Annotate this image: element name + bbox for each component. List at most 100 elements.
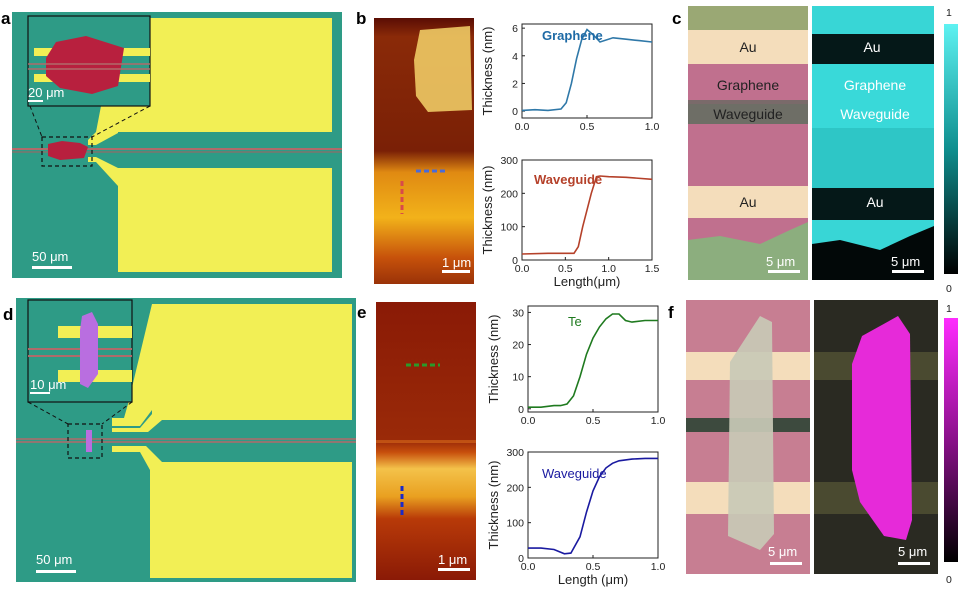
y-tick-label: 0 bbox=[512, 106, 518, 118]
panel-c-left-au-bottom bbox=[688, 186, 808, 218]
panel-d-scale-label: 50 μm bbox=[36, 552, 72, 567]
panel-f-te-flake bbox=[728, 316, 774, 550]
plot-e1: 0.0 0.5 1.0 0 10 20 30 Te Thickness (nm) bbox=[486, 305, 666, 427]
panel-f-left-scale-label: 5 μm bbox=[768, 544, 797, 559]
panel-c-left-au-bottom-label: Au bbox=[739, 194, 756, 210]
y-tick-label: 20 bbox=[512, 340, 524, 352]
y-axis-label: Thickness (nm) bbox=[486, 461, 501, 550]
panel-a-zoom-box bbox=[41, 136, 93, 167]
panel-e-scale-label: 1 μm bbox=[438, 552, 467, 567]
panel-d-te-flake bbox=[86, 430, 92, 452]
series-label: Waveguide bbox=[534, 172, 602, 187]
panel-c-left-graphene-label: Graphene bbox=[717, 77, 779, 93]
x-tick-label: 0.5 bbox=[558, 263, 573, 275]
panel-c-colorbar-max: 1 bbox=[946, 7, 952, 19]
series-line bbox=[521, 28, 653, 112]
panel-c-colorbar-min: 0 bbox=[946, 283, 952, 295]
panel-a-zoom-line-2 bbox=[91, 105, 151, 138]
panel-f-colorbar-max: 1 bbox=[946, 303, 952, 315]
panel-b-graphene-region bbox=[414, 26, 472, 112]
panel-a-label: a bbox=[1, 9, 11, 28]
x-tick-label: 1.0 bbox=[651, 561, 666, 573]
panel-a-graphene-flake bbox=[48, 141, 88, 160]
panel-a-inset-flake bbox=[46, 36, 124, 94]
plot-b1: 0.0 0.5 1.0 0 2 4 6 Graphene Thickness (nm) bbox=[480, 23, 659, 133]
y-tick-label: 0 bbox=[518, 553, 524, 565]
y-axis-label: Thickness (nm) bbox=[486, 315, 501, 404]
series-line bbox=[528, 313, 658, 409]
plot-b2: 0.0 0.5 1.0 1.5 0 100 200 300 Waveguide Thickness… bbox=[480, 155, 659, 289]
y-tick-label: 2 bbox=[512, 78, 518, 90]
y-tick-label: 0 bbox=[512, 255, 518, 267]
panel-c-right-waveguide-label: Waveguide bbox=[840, 106, 910, 122]
panel-b-scale-label: 1 μm bbox=[442, 255, 471, 270]
panel-f-right-scale-label: 5 μm bbox=[898, 544, 927, 559]
panel-d-inset: 10 μm bbox=[27, 299, 133, 403]
y-tick-label: 200 bbox=[506, 482, 524, 494]
panel-a-inset-scale-label: 20 μm bbox=[28, 85, 64, 100]
series-line bbox=[521, 175, 653, 255]
panel-e-label: e bbox=[357, 303, 366, 322]
x-tick-label: 0.0 bbox=[521, 415, 536, 427]
panel-a-lower-electrode bbox=[88, 157, 332, 272]
panel-c-right-au-top-label: Au bbox=[863, 39, 880, 55]
panel-c-left-au-top-label: Au bbox=[739, 39, 756, 55]
panel-c-left-scale-label: 5 μm bbox=[766, 254, 795, 269]
x-tick-label: 0.0 bbox=[521, 561, 536, 573]
x-tick-label: 1.5 bbox=[645, 263, 660, 275]
panel-a: 20 μm 50 μm a bbox=[1, 9, 342, 278]
panel-b: 1 μm b bbox=[356, 9, 474, 284]
panel-c-left-waveguide-label: Waveguide bbox=[713, 106, 783, 122]
panel-d-lower-electrode bbox=[112, 446, 352, 578]
panel-b-label: b bbox=[356, 9, 366, 28]
panel-d-label: d bbox=[3, 305, 13, 324]
x-axis-label: Length(μm) bbox=[554, 274, 621, 289]
y-tick-label: 300 bbox=[506, 447, 524, 459]
panel-c-map-au-top bbox=[812, 34, 934, 64]
x-tick-label: 1.0 bbox=[645, 121, 660, 133]
panel-d-scale-bar bbox=[36, 570, 76, 573]
panel-f: 5 μm 5 μm 1 0 f bbox=[668, 300, 958, 586]
y-tick-label: 200 bbox=[500, 188, 518, 200]
plot-frame bbox=[521, 159, 653, 261]
panel-e-scale-bar bbox=[438, 568, 470, 571]
panel-f-te-map bbox=[852, 316, 912, 540]
x-axis-label: Length (μm) bbox=[558, 572, 628, 587]
panel-f-label: f bbox=[668, 303, 674, 322]
panel-c-right-au-bottom-label: Au bbox=[866, 194, 883, 210]
panel-a-zoom-line-1 bbox=[29, 105, 43, 138]
panel-e: 1 μm e bbox=[357, 302, 476, 580]
y-tick-label: 6 bbox=[512, 23, 518, 35]
x-tick-label: 0.0 bbox=[515, 121, 530, 133]
panel-c-left-au-top bbox=[688, 30, 808, 64]
panel-f-colorbar bbox=[944, 318, 958, 562]
panel-c-right-graphene-label: Graphene bbox=[844, 77, 906, 93]
x-tick-label: 0.5 bbox=[586, 415, 601, 427]
y-tick-label: 4 bbox=[512, 51, 518, 63]
y-tick-label: 0 bbox=[518, 404, 524, 416]
panel-c-label: c bbox=[672, 9, 681, 28]
series-label: Te bbox=[568, 314, 582, 329]
series-line bbox=[528, 457, 658, 555]
plot-e2: 0.0 0.5 1.0 0 100 200 300 Waveguide Thickness (n… bbox=[486, 447, 665, 587]
y-tick-label: 300 bbox=[500, 155, 518, 167]
panel-f-colorbar-min: 0 bbox=[946, 574, 952, 586]
panel-d-upper-electrode bbox=[112, 304, 352, 432]
panel-c-colorbar bbox=[944, 24, 958, 274]
panel-d: 10 μm 50 μm d bbox=[3, 298, 356, 582]
panel-c-left-waveguide bbox=[688, 104, 808, 124]
y-tick-label: 100 bbox=[506, 518, 524, 530]
panel-a-scale-label: 50 μm bbox=[32, 249, 68, 264]
x-tick-label: 1.0 bbox=[651, 415, 666, 427]
panel-a-scale-bar bbox=[32, 266, 72, 269]
x-tick-label: 0.5 bbox=[580, 121, 595, 133]
panel-d-inset-scale-label: 10 μm bbox=[30, 377, 66, 392]
y-axis-label: Thickness (nm) bbox=[480, 166, 495, 255]
panel-a-inset: 20 μm bbox=[27, 15, 151, 107]
panel-c: Au Graphene Waveguide Au 5 μm Au Graphen… bbox=[672, 6, 958, 295]
panel-d-zoom-box bbox=[67, 423, 103, 459]
y-tick-label: 30 bbox=[512, 307, 524, 319]
series-label: Waveguide bbox=[542, 466, 607, 481]
panel-c-right-scale-label: 5 μm bbox=[891, 254, 920, 269]
